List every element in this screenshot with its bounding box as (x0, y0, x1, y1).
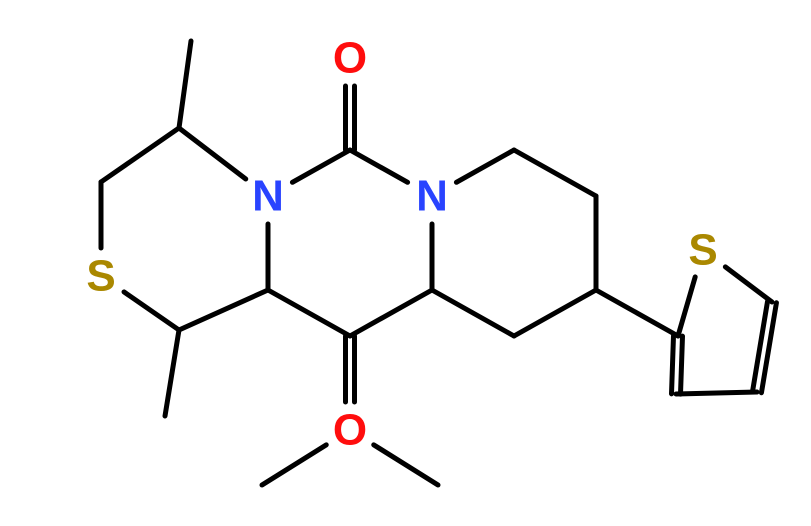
bond (514, 150, 596, 196)
bond (374, 445, 438, 485)
bond (596, 290, 678, 336)
bond (350, 150, 408, 182)
atom-label-n: N (252, 172, 284, 221)
atom-label-o: O (333, 406, 367, 455)
bond (456, 150, 514, 182)
bond (292, 150, 350, 182)
atom-label-s: S (688, 226, 717, 275)
bond (672, 336, 674, 394)
bond (725, 267, 772, 302)
bond (676, 392, 757, 394)
atom-label-s: S (86, 252, 115, 301)
bond (179, 41, 191, 128)
bond (262, 445, 326, 485)
bond (268, 290, 350, 336)
molecule-diagram: O N N O S S (0, 0, 811, 526)
bond (432, 290, 514, 336)
bond (179, 290, 268, 330)
bond (101, 128, 179, 182)
bond (165, 330, 179, 416)
bond (124, 292, 179, 330)
bond (514, 290, 596, 336)
bond (680, 336, 682, 394)
bond (678, 277, 695, 336)
atom-label-n: N (416, 172, 448, 221)
bond (350, 290, 432, 336)
bond (179, 128, 246, 179)
atom-label-o: O (333, 34, 367, 83)
